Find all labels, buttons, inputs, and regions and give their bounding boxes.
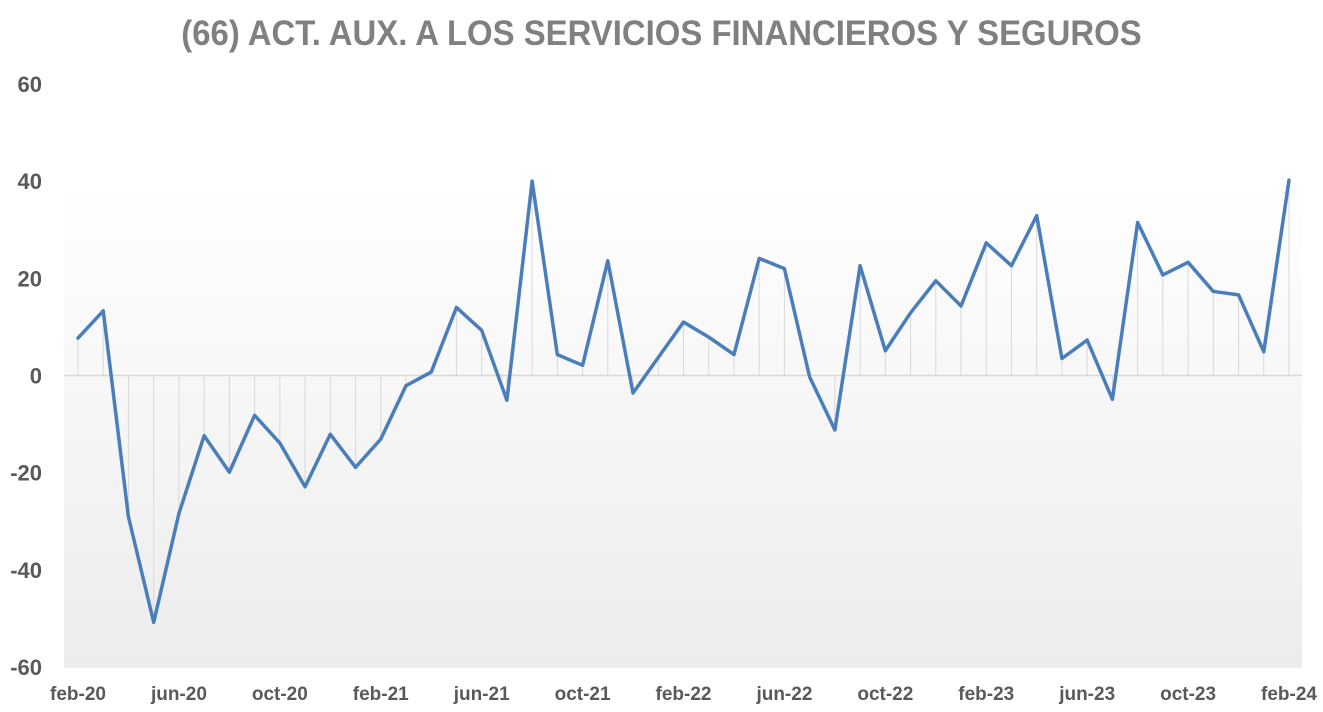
drop-lines [77, 180, 1290, 623]
data-point [883, 349, 887, 353]
x-tick-label: feb-20 [50, 684, 106, 705]
data-point [1085, 338, 1089, 342]
x-tick-label: jun-22 [755, 684, 812, 705]
y-tick-label: -20 [10, 461, 42, 486]
data-point [379, 437, 383, 441]
data-point [1262, 350, 1266, 354]
y-tick-label: 20 [18, 266, 42, 291]
plot-area-background [64, 180, 1302, 668]
data-point [909, 311, 913, 315]
x-tick-label: oct-20 [252, 684, 308, 705]
x-tick-label: jun-21 [453, 684, 510, 705]
data-point [429, 370, 433, 374]
data-point [606, 259, 610, 263]
y-tick-label: -40 [10, 558, 42, 583]
x-axis: feb-20 jun-20 oct-20 feb-21 jun-21 oct-21 feb-… [50, 684, 1317, 705]
x-tick-label: oct-23 [1160, 684, 1216, 705]
x-tick-label: oct-22 [857, 684, 913, 705]
data-point [732, 353, 736, 357]
data-point [1211, 289, 1215, 293]
data-point [101, 309, 105, 313]
data-point [1161, 273, 1165, 277]
data-point [782, 267, 786, 271]
data-point [303, 485, 307, 489]
data-point [656, 356, 660, 360]
data-point [984, 241, 988, 245]
data-point [1035, 214, 1039, 218]
x-tick-label: jun-23 [1058, 684, 1115, 705]
chart-title: (66) ACT. AUX. A LOS SERVICIOS FINANCIER… [181, 14, 1142, 53]
data-points [76, 178, 1291, 624]
data-point [177, 511, 181, 515]
data-point [833, 428, 837, 432]
data-point [1186, 260, 1190, 264]
y-tick-label: 60 [18, 72, 42, 97]
data-point [707, 335, 711, 339]
data-point [126, 515, 130, 519]
x-tick-label: feb-24 [1261, 684, 1317, 705]
data-point [354, 465, 358, 469]
data-point [757, 256, 761, 260]
data-point [253, 413, 257, 417]
x-tick-label: jun-20 [150, 684, 207, 705]
data-point [530, 179, 534, 183]
data-point [480, 328, 484, 332]
data-point [404, 384, 408, 388]
data-point [555, 353, 559, 357]
data-point [1009, 264, 1013, 268]
x-tick-label: feb-23 [958, 684, 1014, 705]
data-point [959, 304, 963, 308]
data-point [505, 398, 509, 402]
data-point [808, 375, 812, 379]
data-point [227, 470, 231, 474]
data-point [202, 434, 206, 438]
x-tick-label: oct-21 [555, 684, 611, 705]
data-point [934, 279, 938, 283]
data-point [682, 320, 685, 324]
data-point [1060, 356, 1064, 360]
data-point [1136, 220, 1140, 224]
data-point [278, 441, 282, 445]
y-tick-label: 40 [18, 169, 42, 194]
data-point [858, 264, 862, 268]
data-point [454, 305, 458, 309]
x-tick-label: feb-22 [656, 684, 712, 705]
y-axis: 60 40 20 0 -20 -40 -60 [10, 72, 42, 680]
data-point [328, 432, 332, 436]
data-point [1287, 178, 1291, 182]
data-point [581, 363, 585, 367]
data-point [76, 336, 80, 340]
data-point [1110, 397, 1114, 401]
data-point [152, 620, 156, 624]
data-point [631, 391, 635, 395]
y-tick-label: 0 [30, 364, 42, 389]
data-point [1237, 293, 1241, 297]
y-tick-label: -60 [10, 655, 42, 680]
x-tick-label: feb-21 [353, 684, 409, 705]
